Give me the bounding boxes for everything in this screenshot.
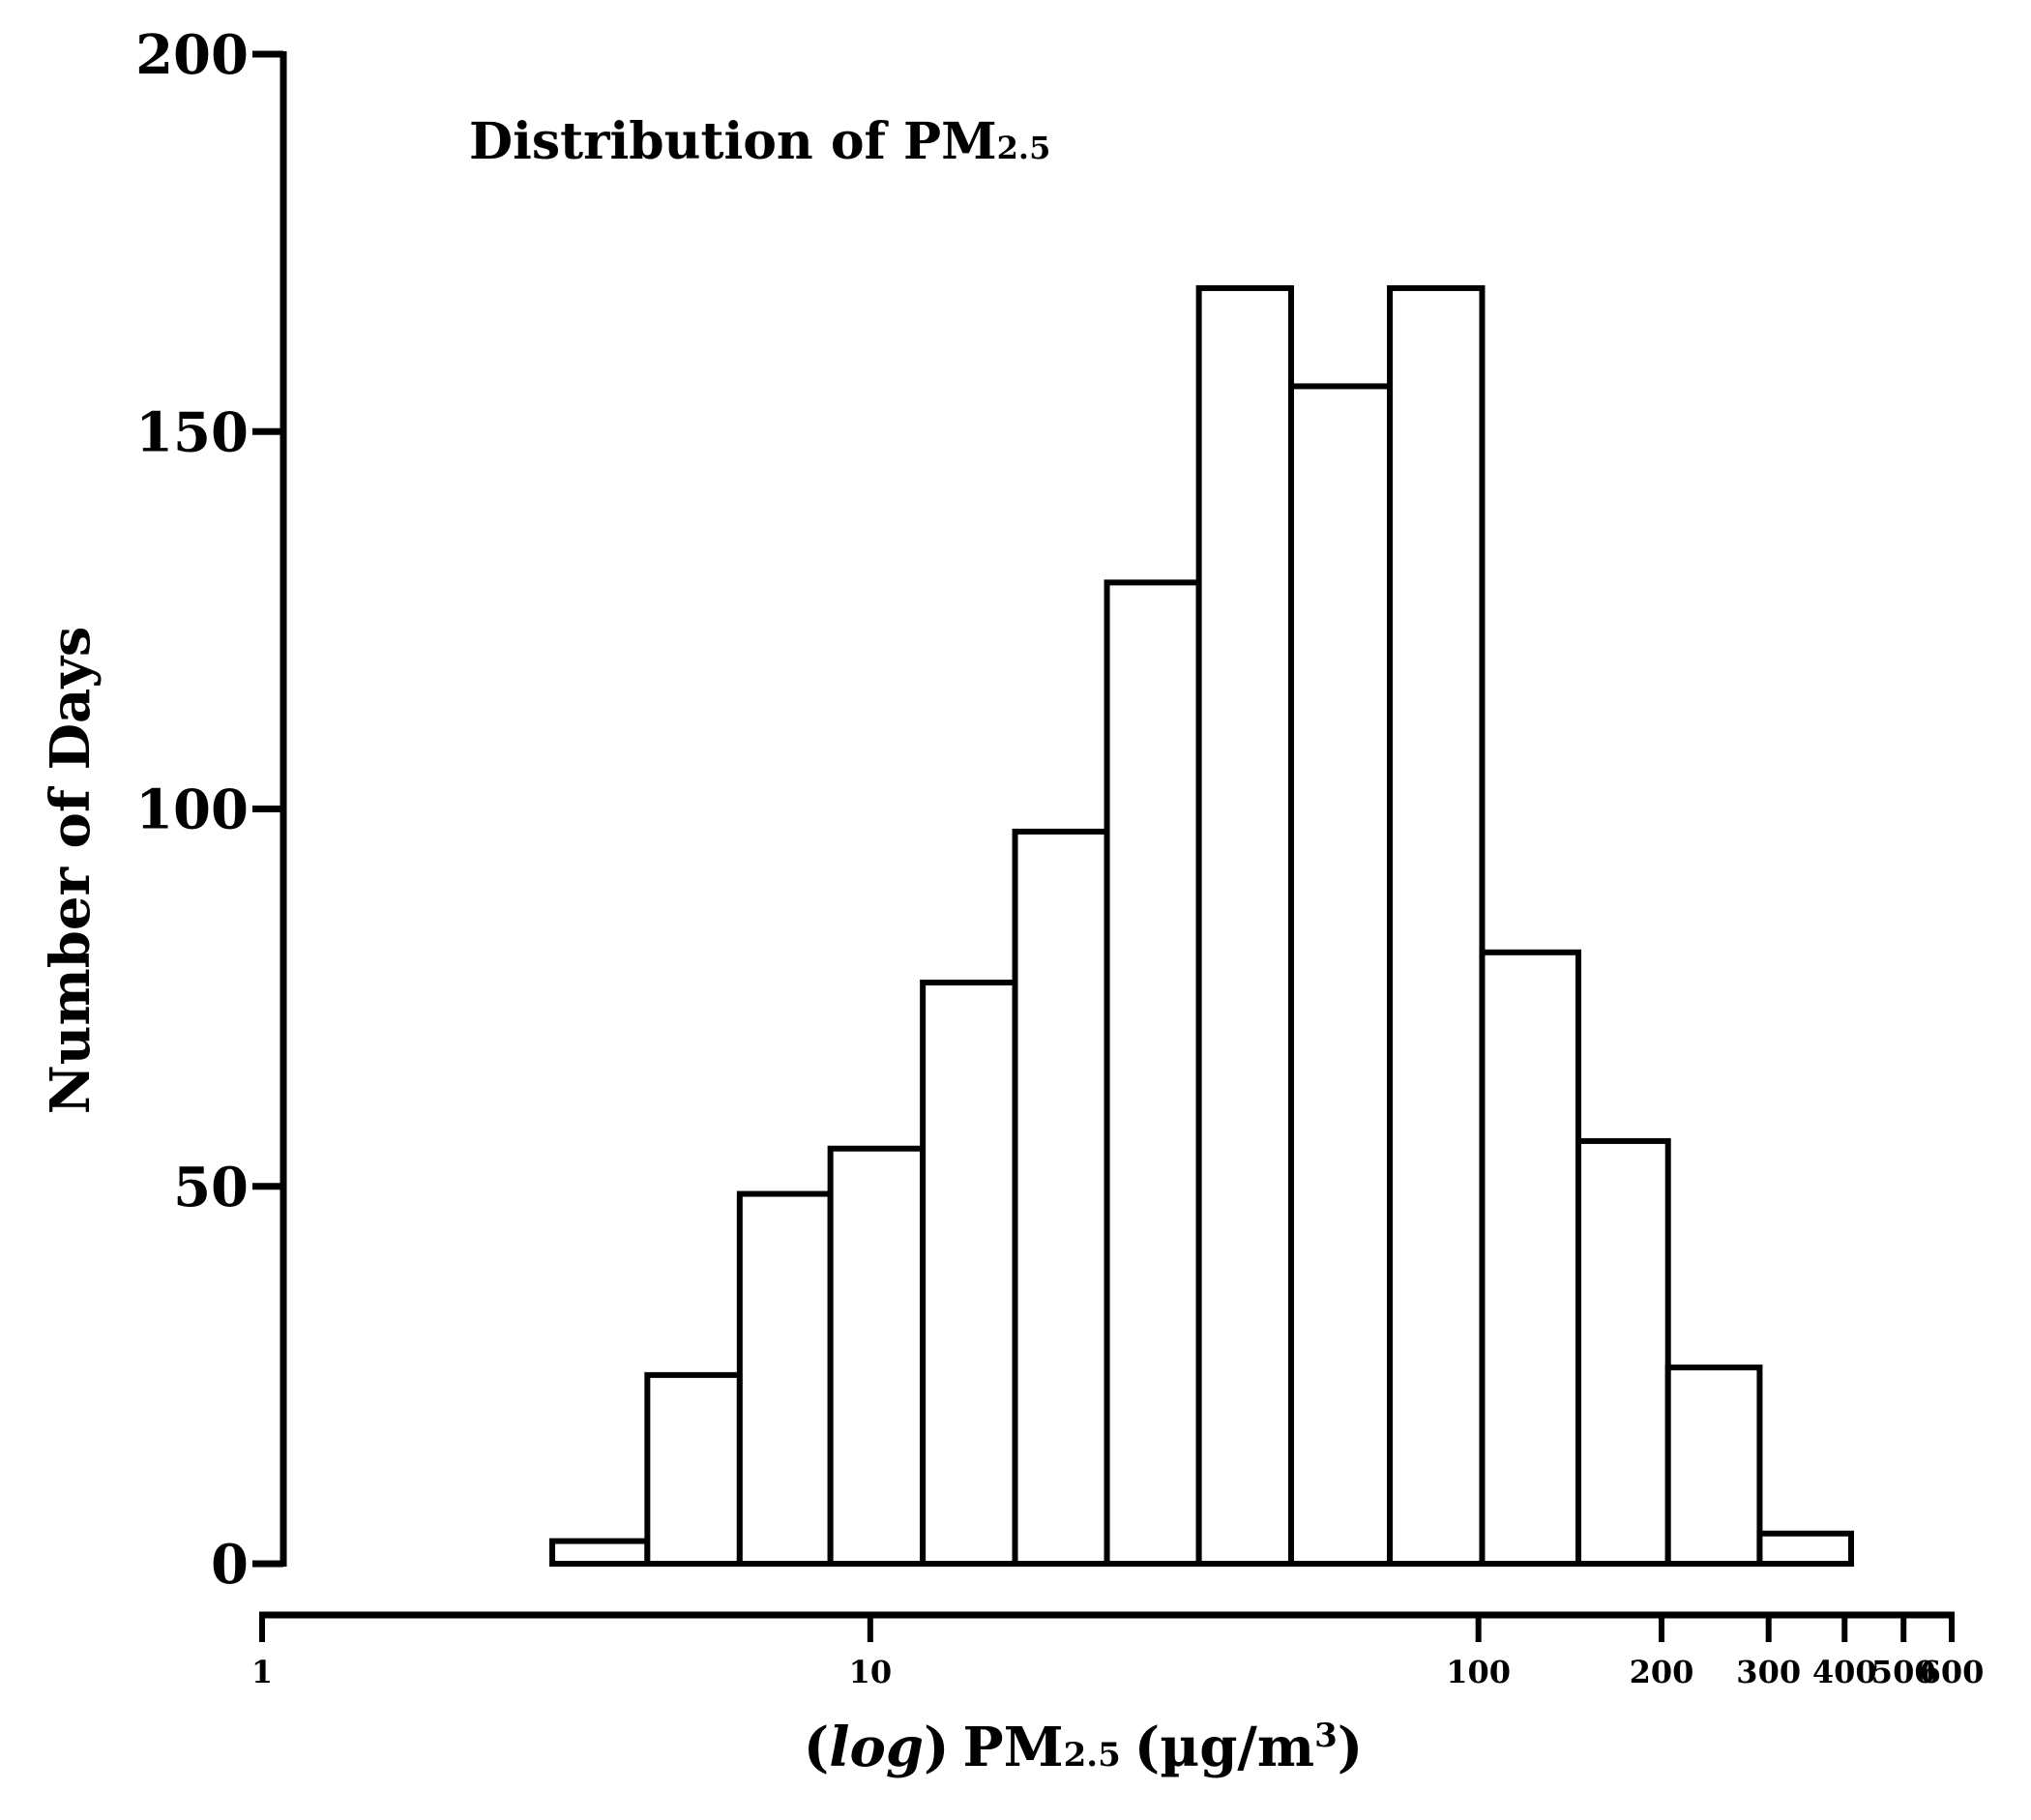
x-axis-label-unit-open: (µg/m [1134, 1716, 1314, 1779]
histogram-bar-8 [1195, 284, 1294, 1568]
x-axis-label-log: log [829, 1716, 924, 1779]
histogram-bar-5 [920, 980, 1018, 1567]
histogram-bar-12 [1575, 1137, 1671, 1568]
x-axis-label: (log) PM2.5 (µg/m3) [804, 1716, 1364, 1779]
x-tick-label-600: 600 [1920, 1654, 1985, 1690]
histogram-bar-10 [1387, 284, 1486, 1568]
chart-title-main: Distribution of PM [469, 112, 997, 171]
x-tick-label-100: 100 [1446, 1654, 1511, 1690]
histogram-bar-13 [1664, 1365, 1763, 1567]
histogram-bar-3 [736, 1190, 834, 1568]
x-tick-label-300: 300 [1736, 1654, 1801, 1690]
x-axis-label-subscript: 2.5 [1064, 1736, 1121, 1775]
x-tick-label-400: 400 [1812, 1654, 1877, 1690]
x-tick-label-500: 500 [1871, 1654, 1936, 1690]
x-tick-label-1: 1 [251, 1654, 273, 1690]
x-tick-label-200: 200 [1630, 1654, 1694, 1690]
x-axis-label-unit-close: ) [1338, 1716, 1364, 1779]
y-tick-label-50: 50 [173, 1156, 249, 1219]
y-tick-label-0: 0 [211, 1533, 249, 1597]
histogram-bar-4 [827, 1145, 927, 1567]
histogram-bar-7 [1104, 579, 1202, 1567]
y-tick-label-200: 200 [135, 23, 249, 87]
x-axis-label-pm: PM [962, 1716, 1063, 1779]
x-axis-label-close: ) [924, 1716, 950, 1779]
histogram-bar-9 [1287, 383, 1394, 1567]
y-tick-label-150: 150 [135, 400, 249, 464]
histogram-bar-1 [549, 1538, 651, 1567]
x-axis-label-superscript: 3 [1314, 1717, 1338, 1755]
histogram-bar-2 [644, 1371, 743, 1567]
bars-layer [549, 284, 1855, 1568]
histogram-bar-11 [1479, 949, 1582, 1567]
histogram-bar-14 [1756, 1530, 1855, 1568]
x-tick-label-10: 10 [849, 1654, 893, 1690]
x-axis-label-open: ( [804, 1716, 830, 1779]
histogram-bar-6 [1012, 828, 1110, 1567]
y-axis-label: Number of Days [39, 627, 103, 1115]
chart-title-subscript: 2.5 [997, 130, 1051, 166]
y-axis: 0 50 100 150 200 [135, 23, 287, 1597]
chart-title: Distribution of PM2.5 [469, 112, 1050, 171]
y-tick-label-100: 100 [135, 778, 249, 842]
